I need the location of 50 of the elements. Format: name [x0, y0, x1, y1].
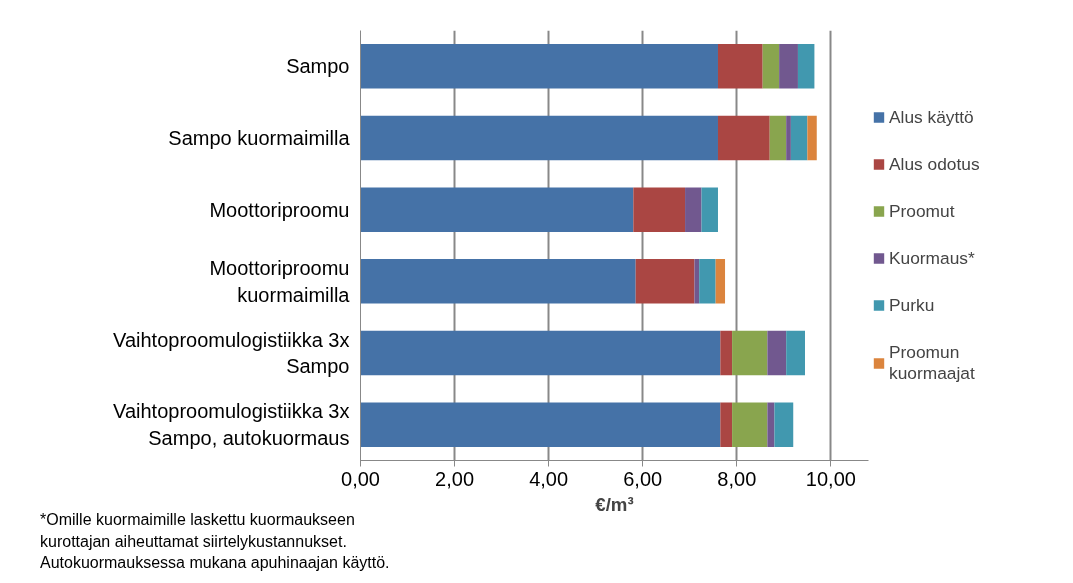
x-tick-label: 4,00	[529, 467, 569, 490]
bar	[715, 259, 726, 304]
bar	[360, 187, 634, 232]
bar	[774, 402, 794, 447]
legend-label: Purku	[889, 294, 935, 316]
bar	[732, 402, 768, 447]
bar	[360, 259, 636, 304]
bar	[633, 187, 686, 232]
bar	[720, 330, 733, 376]
bar	[699, 259, 716, 304]
legend-label: Alus odotus	[889, 153, 980, 175]
legend-label: Kuormaus*	[889, 247, 975, 269]
bar	[360, 115, 718, 161]
bar	[360, 44, 718, 89]
bar	[360, 330, 721, 376]
bar	[807, 115, 817, 161]
bar	[635, 259, 695, 304]
x-tick-label: 6,00	[623, 467, 663, 490]
x-tick-label: 2,00	[435, 467, 475, 490]
bar	[720, 402, 733, 447]
bar	[732, 330, 768, 376]
text: *Omille kuormaimille laskettu kuormaukseen kurottajan aiheuttamat siirtelykustannukset. Autokuormauksessa mukana apuhinaajan käyttö.	[40, 510, 390, 574]
y-tick-label: Moottoriproomu kuormaimilla	[209, 257, 351, 306]
bar	[767, 330, 787, 376]
bar	[769, 115, 787, 161]
legend-label: Proomun kuormaajat	[889, 341, 975, 384]
legend-label: Alus käyttö	[889, 106, 974, 128]
bar	[360, 402, 721, 447]
bar	[786, 330, 805, 376]
bar	[797, 44, 815, 89]
bar	[779, 44, 798, 89]
legend-label: Proomut	[889, 200, 955, 222]
x-tick-label: 8,00	[717, 467, 757, 490]
x-axis-title: €/m³	[595, 493, 634, 515]
bar	[685, 187, 702, 232]
bar	[717, 44, 763, 89]
bar	[762, 44, 780, 89]
y-tick-label: Sampo	[286, 55, 350, 78]
y-tick-label: Vaihtoproomulogistiikka 3x Sampo	[113, 328, 350, 378]
x-tick-label: 0,00	[341, 467, 380, 490]
bar	[717, 115, 770, 161]
y-tick-label: Vaihtoproomulogistiikka 3x Sampo, autokuormaus	[113, 400, 350, 449]
bar	[790, 115, 808, 161]
y-tick-label: Moottoriproomu	[209, 198, 350, 221]
bar	[767, 402, 775, 447]
bar	[701, 187, 718, 232]
y-tick-label: Sampo kuormaimilla	[168, 127, 351, 149]
bar	[694, 259, 700, 304]
bar	[786, 115, 791, 161]
x-tick-label: 10,00	[805, 467, 856, 490]
